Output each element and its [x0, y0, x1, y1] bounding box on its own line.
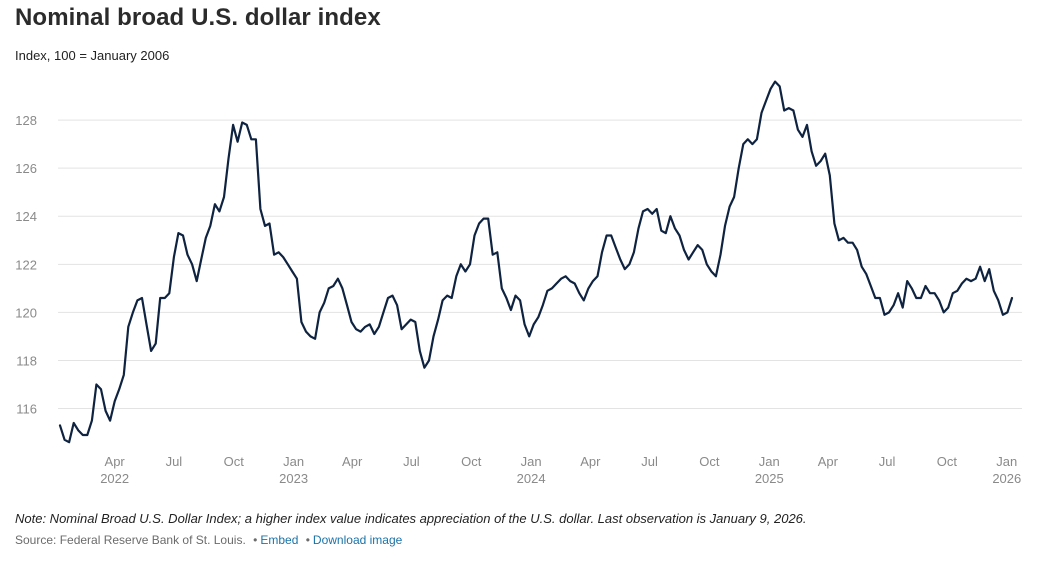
gridlines: [58, 119, 1022, 410]
x-tick-year-label: 2026: [992, 471, 1021, 486]
y-tick-label: 118: [16, 353, 37, 368]
x-tick-label: Jul: [641, 454, 658, 469]
x-tick-year-label: 2022: [100, 471, 129, 486]
source-text: Source: Federal Reserve Bank of St. Loui…: [15, 533, 246, 547]
chart-note: Note: Nominal Broad U.S. Dollar Index; a…: [15, 511, 807, 526]
line-chart: 116 118 120 122 124 126 128 Apr 2022 Jul Oct Jan 20…: [15, 80, 1022, 486]
x-tick-label: Oct: [224, 454, 245, 469]
x-tick-label: Jul: [879, 454, 896, 469]
x-axis-ticks: Apr 2022 Jul Oct Jan 2023 Apr Jul Oct Jan 2024 Apr J…: [100, 454, 1021, 486]
series-line-0: [58, 80, 1014, 444]
x-tick-label: Oct: [699, 454, 720, 469]
x-tick-label: Jul: [166, 454, 183, 469]
chart-title: Nominal broad U.S. dollar index: [15, 4, 381, 31]
x-tick-label: Oct: [461, 454, 482, 469]
x-tick-year-label: 2025: [755, 471, 784, 486]
y-tick-label: 120: [15, 305, 37, 320]
x-tick-label: Jan: [996, 454, 1017, 469]
y-tick-label: 122: [15, 257, 37, 272]
x-tick-label: Jan: [283, 454, 304, 469]
x-tick-label: Apr: [342, 454, 363, 469]
x-tick-label: Oct: [937, 454, 958, 469]
x-tick-label: Apr: [580, 454, 601, 469]
x-tick-year-label: 2023: [279, 471, 308, 486]
y-tick-label: 124: [15, 209, 37, 224]
download-image-link[interactable]: Download image: [312, 533, 403, 547]
footer-separator: •: [253, 533, 258, 547]
footer-separator: •: [305, 533, 310, 547]
y-tick-label: 126: [15, 161, 37, 176]
x-tick-label: Apr: [818, 454, 839, 469]
y-axis-ticks: 116 118 120 122 124 126 128: [15, 113, 37, 416]
embed-link[interactable]: Embed: [260, 533, 299, 547]
x-tick-label: Apr: [105, 454, 126, 469]
chart-footer: Source: Federal Reserve Bank of St. Loui…: [15, 533, 402, 547]
x-tick-label: Jan: [759, 454, 780, 469]
x-tick-label: Jul: [403, 454, 420, 469]
x-tick-label: Jan: [521, 454, 542, 469]
x-tick-year-label: 2024: [517, 471, 546, 486]
y-tick-label: 128: [15, 113, 37, 128]
chart-subtitle: Index, 100 = January 2006: [15, 48, 170, 63]
y-tick-label: 116: [16, 402, 37, 417]
series-group: [58, 80, 1014, 444]
